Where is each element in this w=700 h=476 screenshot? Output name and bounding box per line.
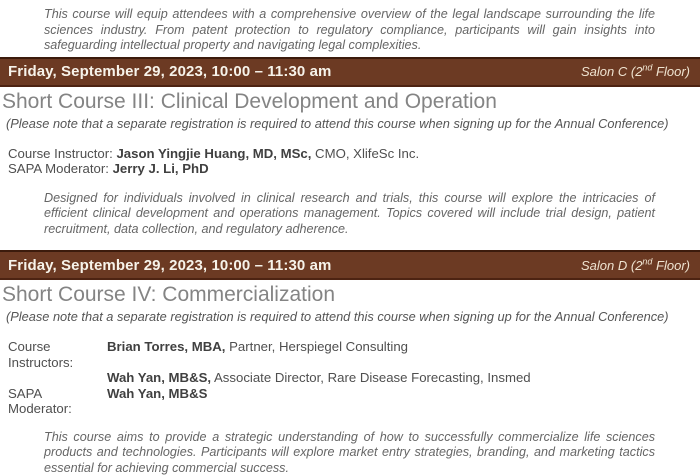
session-title: Short Course IV: Commercialization bbox=[2, 282, 700, 307]
person-name: Jerry J. Li, PhD bbox=[113, 161, 209, 176]
person-entry: Wah Yan, MB&S bbox=[107, 386, 700, 417]
role-label bbox=[8, 370, 107, 386]
intro-paragraph: This course will equip attendees with a … bbox=[44, 7, 655, 54]
person-name: Wah Yan, MB&S, bbox=[107, 370, 211, 385]
session-datetime: Friday, September 29, 2023, 10:00 – 11:3… bbox=[8, 63, 331, 80]
instructor-line: Wah Yan, MB&S, Associate Director, Rare … bbox=[8, 370, 700, 386]
person-name: Wah Yan, MB&S bbox=[107, 386, 207, 401]
salon-text: Salon D (2 bbox=[581, 258, 642, 273]
role-label: SAPA Moderator: bbox=[8, 386, 107, 417]
salon-ordinal-superscript: nd bbox=[642, 63, 652, 73]
session-header-bar: Friday, September 29, 2023, 10:00 – 11:3… bbox=[0, 250, 700, 280]
registration-note: (Please note that a separate registratio… bbox=[6, 309, 694, 324]
person-affiliation: CMO, XlifeSc Inc. bbox=[311, 146, 419, 161]
moderator-line: SAPA Moderator: Jerry J. Li, PhD bbox=[8, 161, 700, 177]
salon-text-suffix: Floor) bbox=[652, 64, 690, 79]
session-short-course-3: Friday, September 29, 2023, 10:00 – 11:3… bbox=[0, 57, 700, 238]
session-header-bar: Friday, September 29, 2023, 10:00 – 11:3… bbox=[0, 57, 700, 87]
salon-text-suffix: Floor) bbox=[652, 258, 690, 273]
session-title: Short Course III: Clinical Development a… bbox=[2, 89, 700, 114]
session-short-course-4: Friday, September 29, 2023, 10:00 – 11:3… bbox=[0, 250, 700, 476]
session-description: Designed for individuals involved in cli… bbox=[44, 191, 655, 238]
moderator-line: SAPA Moderator: Wah Yan, MB&S bbox=[8, 386, 700, 417]
person-affiliation: Partner, Herspiegel Consulting bbox=[225, 339, 408, 354]
instructor-line: Course Instructor: Jason Yingjie Huang, … bbox=[8, 146, 700, 162]
salon-text: Salon C (2 bbox=[581, 64, 642, 79]
person-entry: Brian Torres, MBA, Partner, Herspiegel C… bbox=[107, 339, 700, 370]
session-location: Salon C (2nd Floor) bbox=[581, 64, 690, 79]
session-datetime: Friday, September 29, 2023, 10:00 – 11:3… bbox=[8, 257, 331, 274]
person-entry: Wah Yan, MB&S, Associate Director, Rare … bbox=[107, 370, 700, 386]
salon-ordinal-superscript: nd bbox=[642, 256, 652, 266]
people-list: Course Instructor: Jason Yingjie Huang, … bbox=[8, 146, 700, 177]
people-list: Course Instructors: Brian Torres, MBA, P… bbox=[8, 339, 700, 417]
conference-program-page: This course will equip attendees with a … bbox=[0, 7, 700, 468]
role-label: Course Instructor: bbox=[8, 146, 116, 161]
person-name: Jason Yingjie Huang, MD, MSc, bbox=[116, 146, 311, 161]
session-description: This course aims to provide a strategic … bbox=[44, 430, 655, 476]
person-name: Brian Torres, MBA, bbox=[107, 339, 225, 354]
role-label: SAPA Moderator: bbox=[8, 161, 113, 176]
registration-note: (Please note that a separate registratio… bbox=[6, 116, 694, 131]
instructor-line: Course Instructors: Brian Torres, MBA, P… bbox=[8, 339, 700, 370]
person-affiliation: Associate Director, Rare Disease Forecas… bbox=[211, 370, 531, 385]
role-label: Course Instructors: bbox=[8, 339, 107, 370]
session-location: Salon D (2nd Floor) bbox=[581, 258, 690, 273]
